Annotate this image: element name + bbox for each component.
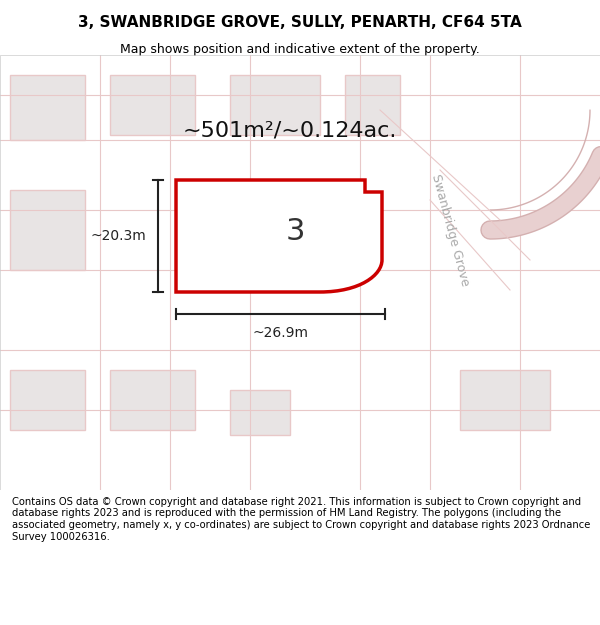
Bar (230, 390, 290, 435)
Text: 3: 3 (285, 217, 305, 246)
Text: Swanbridge Grove: Swanbridge Grove (429, 173, 471, 288)
Text: ~26.9m: ~26.9m (253, 326, 308, 340)
Bar (345, 75, 400, 135)
Bar (230, 75, 320, 135)
Text: Map shows position and indicative extent of the property.: Map shows position and indicative extent… (120, 43, 480, 56)
Bar (10, 370, 85, 430)
PathPatch shape (176, 180, 382, 292)
Bar (220, 200, 330, 270)
Bar (10, 75, 85, 140)
Text: 3, SWANBRIDGE GROVE, SULLY, PENARTH, CF64 5TA: 3, SWANBRIDGE GROVE, SULLY, PENARTH, CF6… (78, 16, 522, 31)
Bar (10, 190, 85, 270)
Text: ~501m²/~0.124ac.: ~501m²/~0.124ac. (183, 120, 397, 140)
Text: ~20.3m: ~20.3m (90, 229, 146, 243)
Bar (460, 370, 550, 430)
Text: Contains OS data © Crown copyright and database right 2021. This information is : Contains OS data © Crown copyright and d… (12, 497, 590, 541)
Bar (110, 370, 195, 430)
Bar (110, 75, 195, 135)
